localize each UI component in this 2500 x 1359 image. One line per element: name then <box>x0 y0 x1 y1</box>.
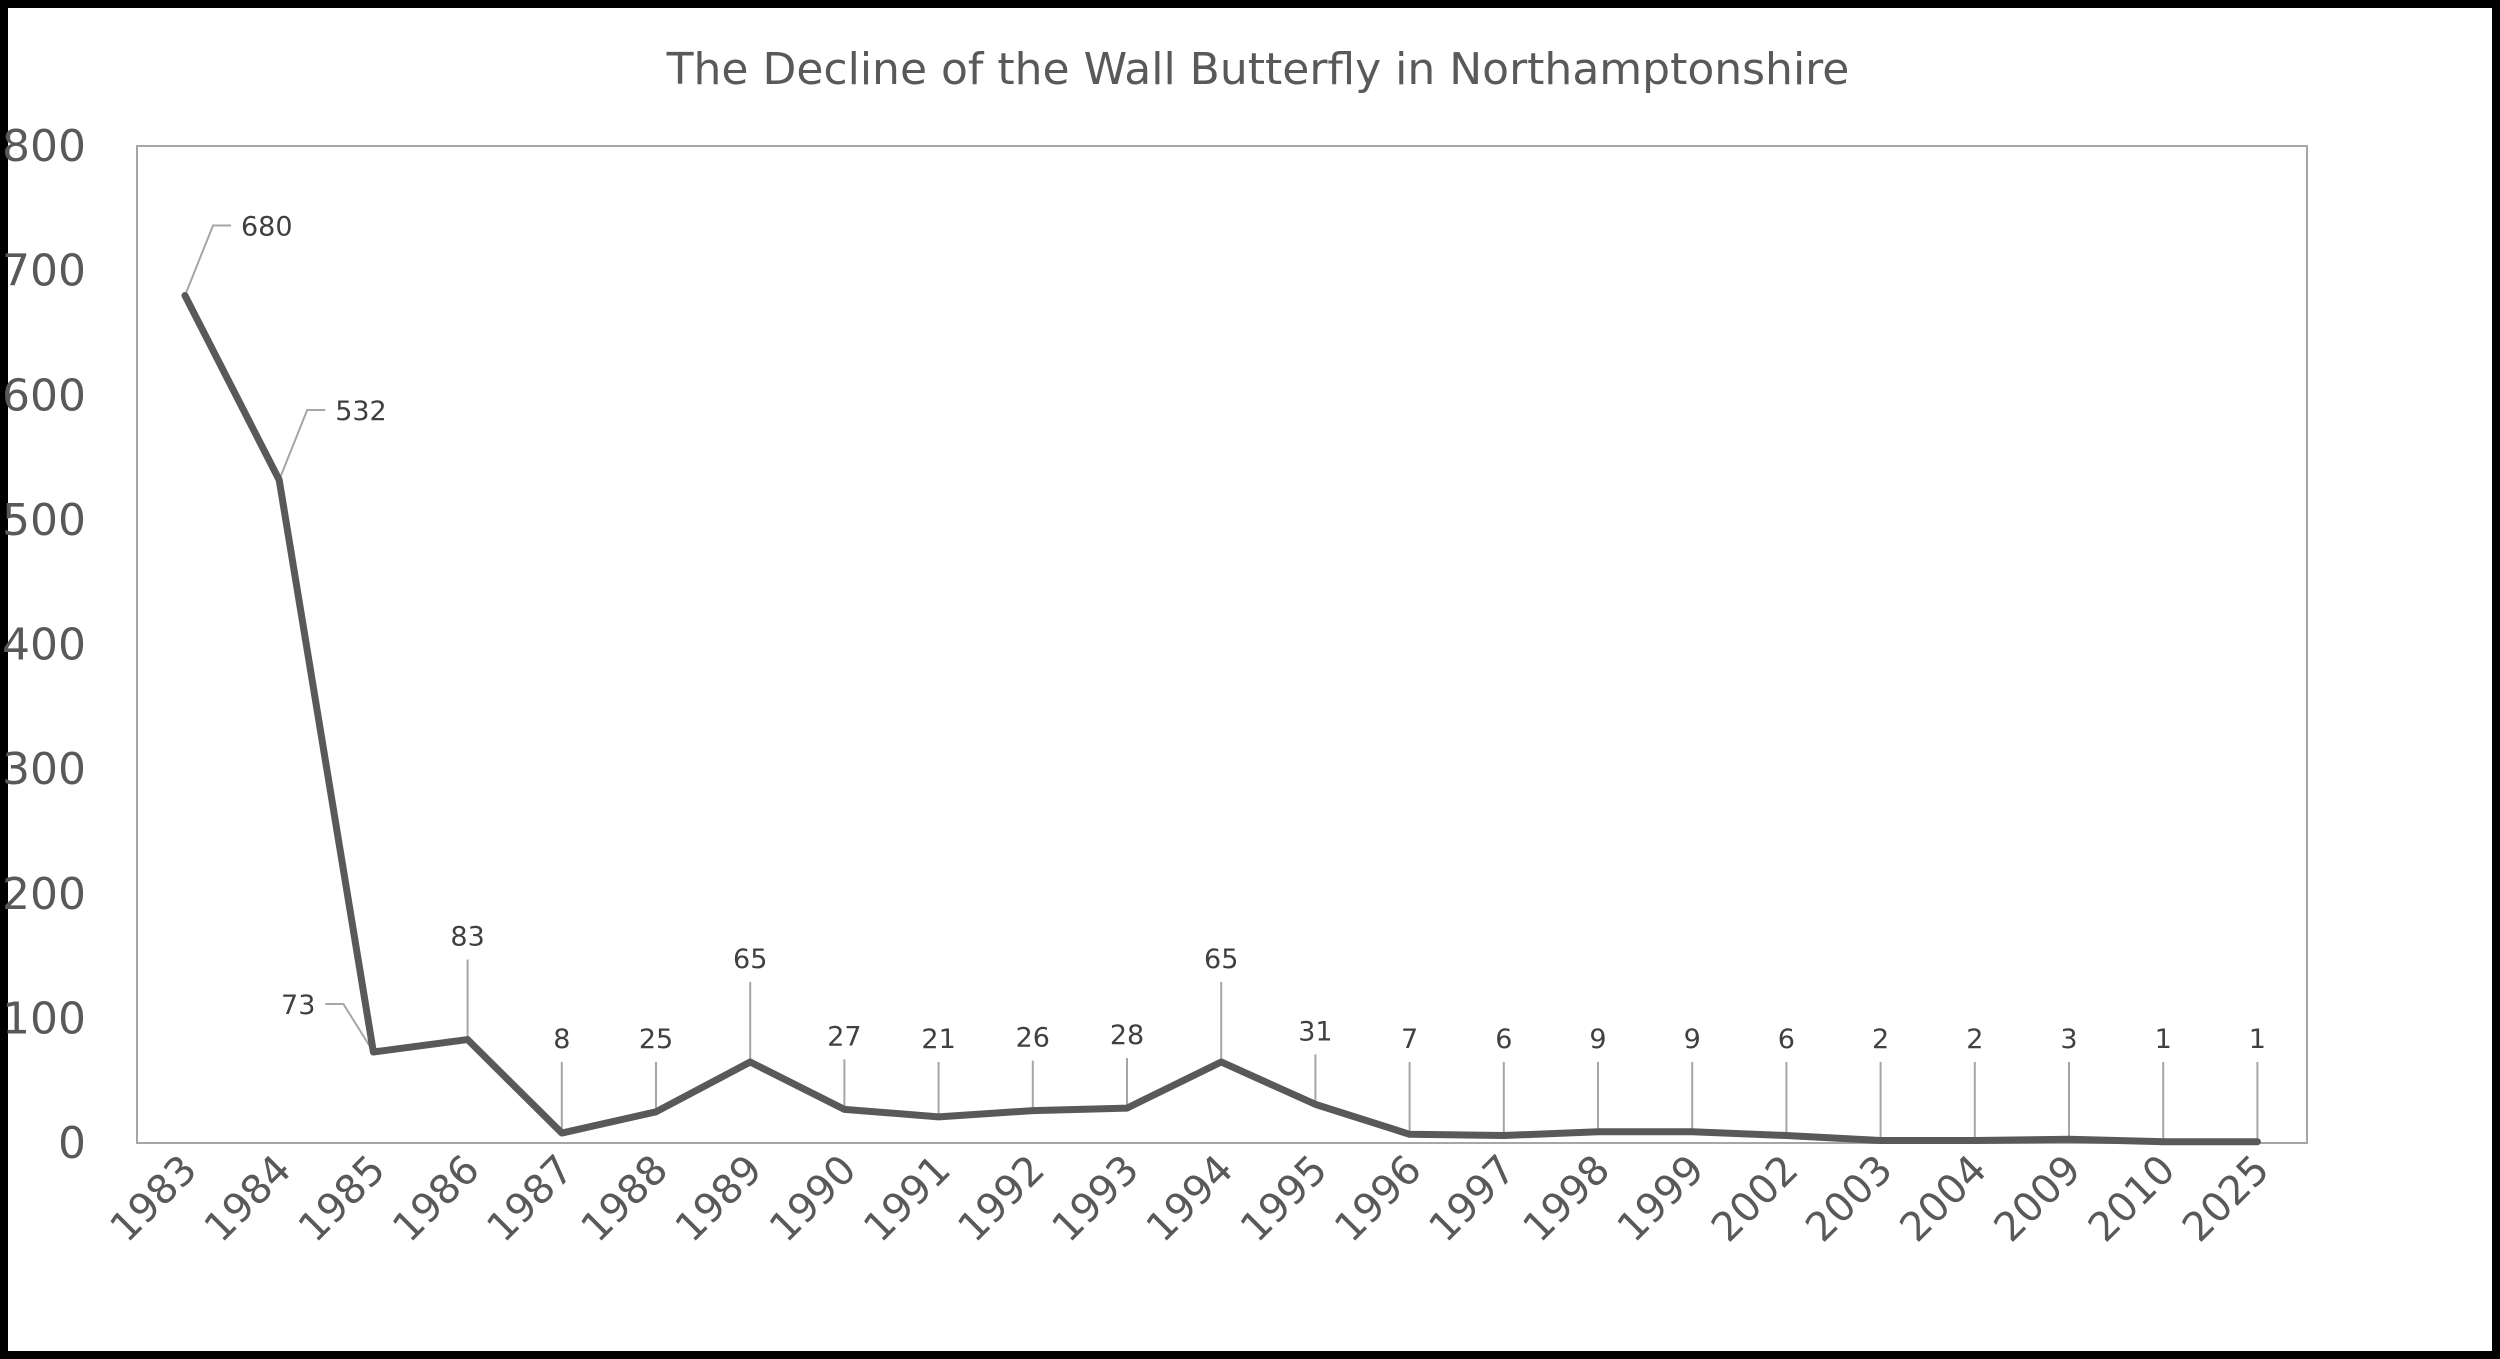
data-label: 1 <box>2155 1024 2172 1055</box>
data-label: 1 <box>2249 1024 2266 1055</box>
data-label: 6 <box>1495 1024 1512 1055</box>
x-tick-label: 1987 <box>478 1147 583 1252</box>
y-tick-label: 300 <box>2 744 86 795</box>
data-label: 27 <box>827 1021 861 1052</box>
data-label: 6 <box>1778 1024 1795 1055</box>
data-label: 65 <box>733 944 767 975</box>
x-tick-label: 1983 <box>102 1147 207 1252</box>
data-label: 73 <box>281 990 315 1021</box>
data-label: 3 <box>2060 1024 2077 1055</box>
x-tick-label: 1996 <box>1326 1147 1431 1252</box>
x-tick-label: 1995 <box>1232 1147 1337 1252</box>
chart-title: The Decline of the Wall Butterfly in Nor… <box>666 44 1850 95</box>
x-tick-label: 2025 <box>2174 1147 2279 1252</box>
y-tick-label: 600 <box>2 370 86 421</box>
data-label: 9 <box>1684 1024 1701 1055</box>
y-tick-label: 100 <box>2 993 86 1044</box>
data-label-leader <box>325 1003 375 1053</box>
x-tick-label: 1986 <box>384 1147 489 1252</box>
data-label: 28 <box>1110 1020 1144 1051</box>
data-label-leader <box>184 224 231 296</box>
x-tick-label: 1998 <box>1515 1147 1620 1252</box>
data-label: 2 <box>1966 1024 1983 1055</box>
y-tick-label: 800 <box>2 121 86 172</box>
data-label: 2 <box>1872 1024 1889 1055</box>
data-label: 8 <box>553 1024 570 1055</box>
y-tick-label: 0 <box>58 1118 86 1169</box>
x-tick-label: 1988 <box>573 1147 678 1252</box>
x-tick-label: 2004 <box>1891 1147 1996 1252</box>
data-label: 31 <box>1298 1016 1332 1047</box>
y-tick-label: 200 <box>2 869 86 920</box>
y-tick-label: 400 <box>2 620 86 671</box>
x-tick-label: 1993 <box>1044 1147 1149 1252</box>
data-label: 21 <box>921 1024 955 1055</box>
x-tick-label: 1992 <box>949 1147 1054 1252</box>
y-tick-label: 700 <box>2 246 86 297</box>
x-tick-label: 2010 <box>2080 1147 2185 1252</box>
x-tick-label: 1985 <box>290 1147 395 1252</box>
data-label: 532 <box>335 396 387 427</box>
data-label: 83 <box>450 922 484 953</box>
data-label-leader <box>278 408 326 481</box>
x-tick-label: 1989 <box>667 1147 772 1252</box>
x-tick-label: 2002 <box>1703 1147 1808 1252</box>
data-label: 65 <box>1204 944 1238 975</box>
data-label: 680 <box>241 212 293 243</box>
data-label: 26 <box>1016 1023 1050 1054</box>
x-tick-label: 2003 <box>1797 1147 1902 1252</box>
x-tick-label: 1991 <box>855 1147 960 1252</box>
x-tick-label: 1994 <box>1138 1147 1243 1252</box>
data-label: 7 <box>1401 1024 1418 1055</box>
data-label: 9 <box>1589 1024 1606 1055</box>
x-tick-label: 1990 <box>761 1147 866 1252</box>
plot-area <box>136 145 2308 1144</box>
x-tick-label: 2009 <box>1986 1147 2091 1252</box>
series-line-wall-butterfly <box>181 292 2261 1146</box>
x-tick-label: 1999 <box>1609 1147 1714 1252</box>
x-tick-label: 1984 <box>196 1147 301 1252</box>
data-label: 25 <box>639 1024 673 1055</box>
y-tick-label: 500 <box>2 495 86 546</box>
x-tick-label: 1997 <box>1420 1147 1525 1252</box>
